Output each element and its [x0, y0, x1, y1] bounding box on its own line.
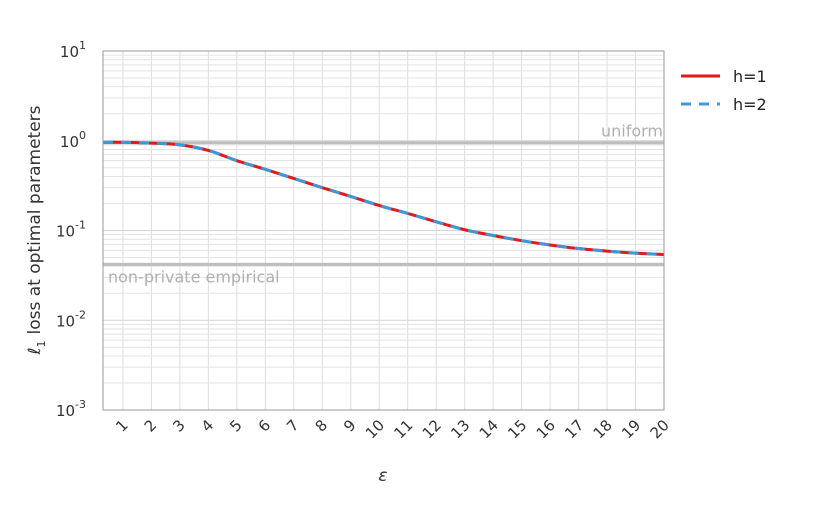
y-tick-label: 10-1 [56, 219, 86, 241]
reference-lines: uniform non-private empirical [103, 122, 664, 286]
x-tick-label: 12 [419, 416, 445, 442]
x-tick-label: 7 [283, 416, 302, 435]
x-tick-label: 15 [504, 416, 530, 442]
grid-lines [103, 51, 665, 411]
x-tick-label: 14 [476, 416, 502, 442]
x-tick-label: 3 [169, 416, 188, 435]
x-tick-label: 10 [362, 416, 388, 442]
legend-label-h=2: h=2 [733, 95, 767, 114]
x-tick-label: 11 [390, 416, 416, 442]
x-tick-label: 5 [226, 416, 245, 435]
plot-frame [102, 50, 665, 411]
x-tick-label: 9 [340, 416, 359, 435]
y-axis-label: loss at optimal parameters [25, 105, 45, 334]
series-lines [102, 140, 665, 257]
x-axis-title: ε [378, 466, 387, 486]
y-axis-symbol: ℓ [25, 348, 45, 356]
y-tick-label: 10-2 [56, 308, 86, 330]
y-axis-title: ℓ1 loss at optimal parameters [25, 105, 48, 355]
y-axis-symbol-subscript: 1 [35, 341, 48, 348]
y-tick-label: 101 [60, 39, 86, 61]
x-tick-label: 6 [255, 416, 274, 435]
y-tick-labels: 10-3 10-2 10-1 100 101 [56, 39, 86, 420]
series-line-h=2 [102, 140, 665, 257]
x-tick-label: 19 [618, 416, 644, 442]
x-tick-label: 16 [533, 416, 559, 442]
x-tick-label: 4 [198, 416, 217, 435]
x-tick-label: 8 [312, 416, 331, 435]
x-tick-label: 18 [590, 416, 616, 442]
y-tick-label: 10-3 [56, 398, 86, 420]
x-tick-label: 2 [141, 416, 160, 435]
y-tick-label: 100 [60, 129, 86, 151]
reference-line-label: non-private empirical [108, 267, 280, 286]
x-tick-label: 20 [647, 416, 673, 442]
series-line-h=1 [102, 140, 665, 257]
x-tick-label: 1 [112, 416, 131, 435]
x-tick-label: 13 [447, 416, 473, 442]
legend: h=1h=2 [681, 67, 767, 114]
reference-line-label: uniform [601, 122, 663, 141]
legend-label-h=1: h=1 [733, 67, 767, 86]
x-tick-label: 17 [561, 416, 587, 442]
x-tick-labels: 1 2 3 4 5 6 7 8 9 10 11 12 13 14 15 16 17 18 19 20 [112, 416, 673, 442]
